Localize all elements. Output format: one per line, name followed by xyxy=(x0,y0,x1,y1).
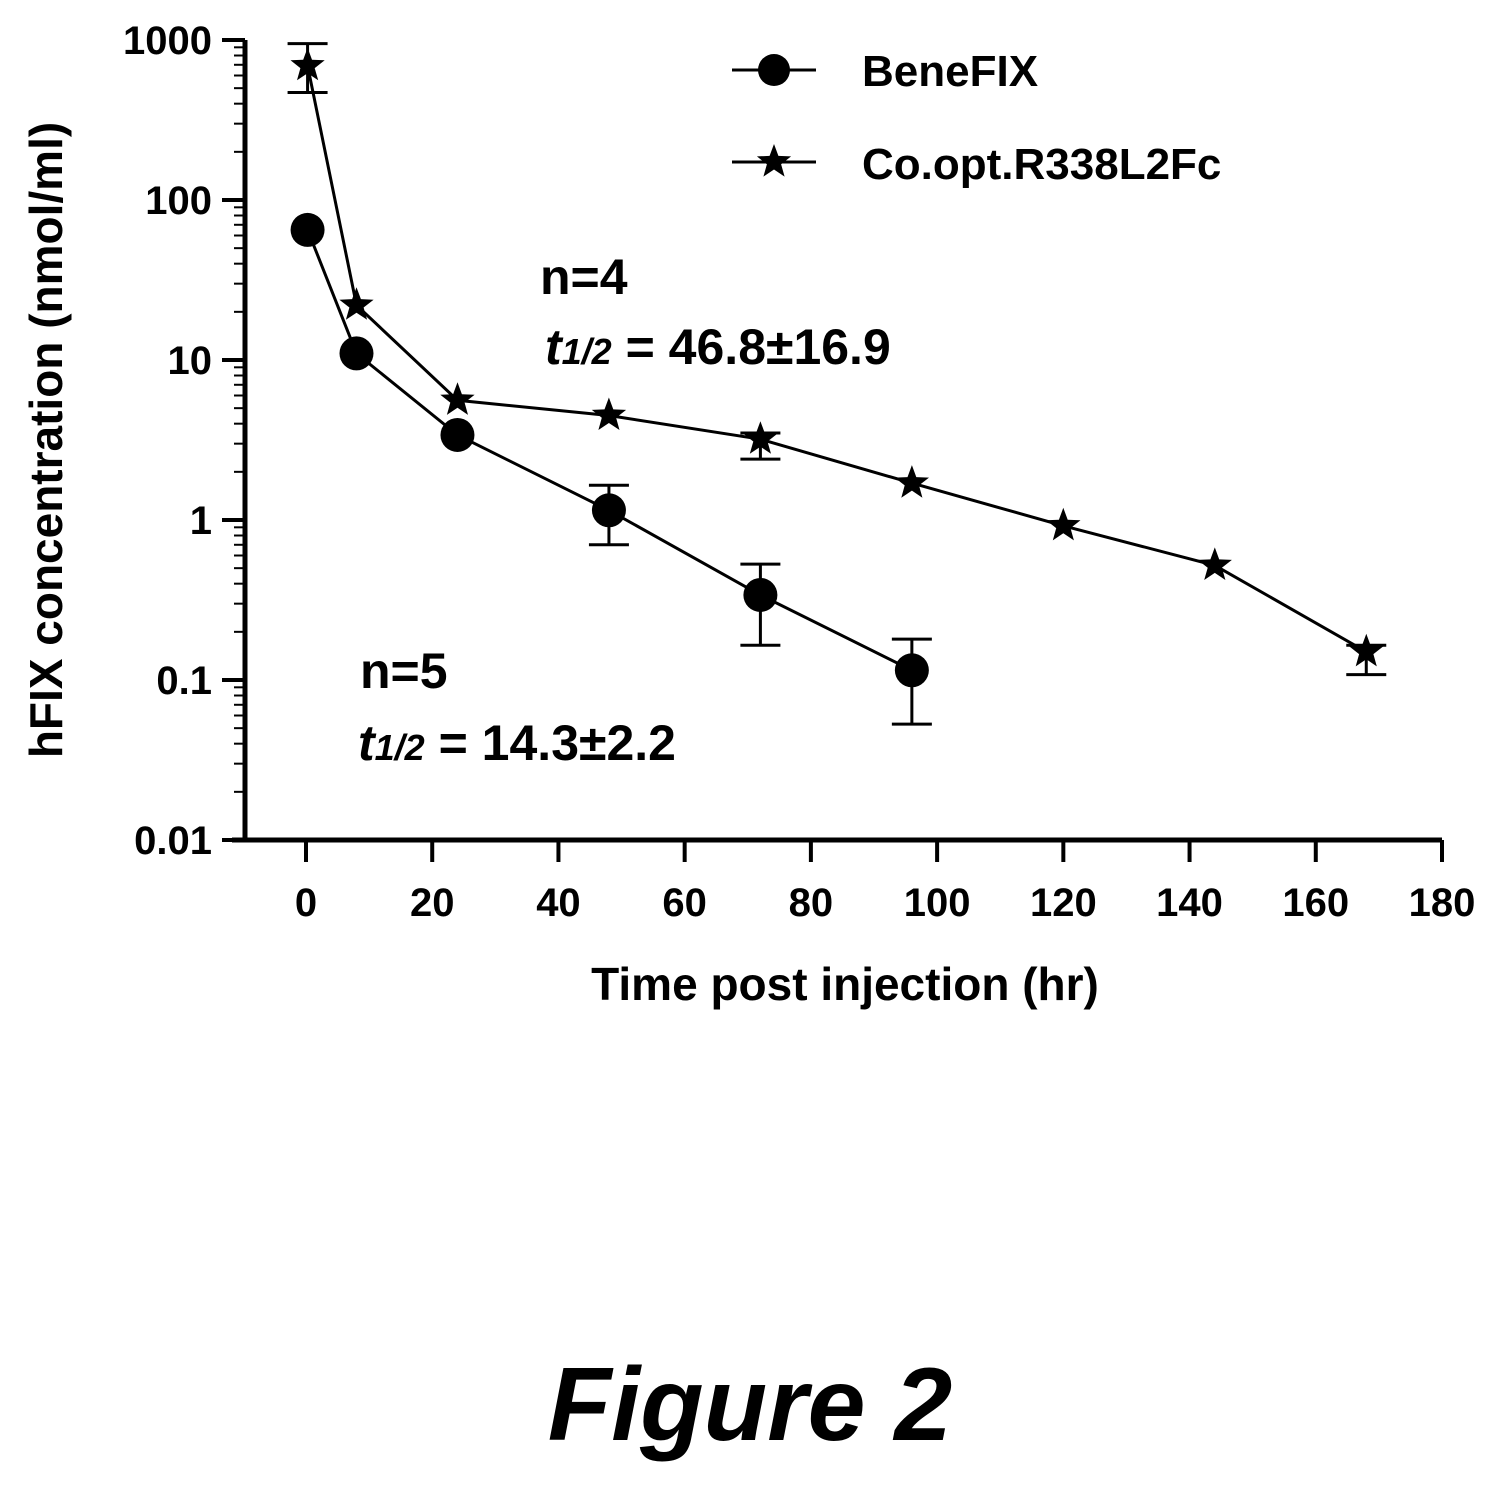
y-tick-label: 1000 xyxy=(123,19,212,63)
x-tick-label: 140 xyxy=(1156,881,1223,925)
figure-caption: Figure 2 xyxy=(548,1347,953,1463)
x-tick-label: 0 xyxy=(295,881,317,925)
x-axis-title: Time post injection (hr) xyxy=(591,958,1099,1010)
y-tick-label: 1 xyxy=(190,499,212,543)
x-tick-label: 160 xyxy=(1282,881,1349,925)
legend-co-opt-label: Co.opt.R338L2Fc xyxy=(862,140,1221,189)
y-tick-label: 10 xyxy=(168,339,213,383)
annotation-half-life-co-opt: t1/2 = 46.8±16.9 xyxy=(545,319,891,375)
series-benefix xyxy=(290,212,932,726)
x-tick-label: 100 xyxy=(904,881,971,925)
data-point xyxy=(1046,507,1081,541)
legend-benefix-label: BeneFIX xyxy=(862,47,1038,96)
data-point xyxy=(894,465,929,498)
x-tick-label: 20 xyxy=(410,881,455,925)
data-point xyxy=(1349,633,1384,667)
annotation-sub-benefix: 1/2 xyxy=(375,727,425,768)
data-point xyxy=(339,287,374,320)
x-tick-label: 180 xyxy=(1409,881,1476,925)
annotation-n-benefix: n=5 xyxy=(360,643,448,699)
series-line xyxy=(306,229,913,672)
y-axis-title: hFIX concentration (nmol/ml) xyxy=(20,122,72,758)
annotation-t-benefix: t xyxy=(358,715,377,771)
legend-co-opt-marker xyxy=(756,144,792,177)
annotation-value-co-opt: = 46.8±16.9 xyxy=(612,319,891,375)
legend: BeneFIX Co.opt.R338L2Fc xyxy=(732,47,1221,189)
legend-item-co-opt: Co.opt.R338L2Fc xyxy=(732,140,1221,189)
annotation-sub-co-opt: 1/2 xyxy=(562,331,612,372)
legend-star-shape xyxy=(756,144,792,177)
y-tick-label: 0.01 xyxy=(134,819,212,863)
data-point xyxy=(339,336,374,371)
legend-item-benefix: BeneFIX xyxy=(732,47,1038,96)
data-point xyxy=(743,421,778,454)
x-tick-label: 40 xyxy=(536,881,581,925)
annotation-t-co-opt: t xyxy=(545,319,564,375)
data-point xyxy=(440,417,475,452)
data-point xyxy=(591,493,626,528)
data-point xyxy=(743,577,778,612)
x-tick-label: 60 xyxy=(662,881,707,925)
data-point xyxy=(290,47,325,81)
annotation-half-life-benefix: t1/2 = 14.3±2.2 xyxy=(358,715,676,771)
series-co-opt xyxy=(287,42,1387,677)
data-point xyxy=(591,397,627,430)
data-point xyxy=(1197,547,1232,580)
data-point xyxy=(440,382,475,415)
x-tick-label: 120 xyxy=(1030,881,1097,925)
legend-benefix-marker xyxy=(758,54,790,86)
annotation-n-co-opt: n=4 xyxy=(540,249,628,305)
data-point xyxy=(894,653,929,688)
plot-area: 0.01 0.1 1 10 100 1000 0 20 40 60 80 100 120 140 160 18… xyxy=(123,19,1475,925)
x-tick-label: 80 xyxy=(789,881,834,925)
data-point xyxy=(290,212,325,247)
annotation-value-benefix: = 14.3±2.2 xyxy=(425,715,676,771)
y-tick-label: 100 xyxy=(145,179,212,223)
y-tick-label: 0.1 xyxy=(156,659,212,703)
